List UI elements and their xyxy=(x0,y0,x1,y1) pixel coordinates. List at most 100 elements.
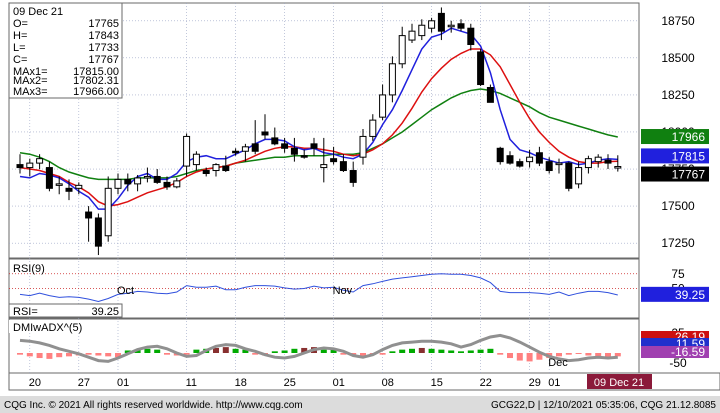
candle-body xyxy=(379,94,387,118)
candle-body xyxy=(45,167,53,189)
dmi-histogram-bar xyxy=(487,348,494,353)
info-high-label: H= xyxy=(13,30,27,42)
rsi-badge xyxy=(641,286,709,302)
candle-body xyxy=(173,180,181,188)
dmi-histogram-bar xyxy=(418,347,425,353)
dmi-histogram-bar xyxy=(477,349,484,353)
footer-status: GCG22,D | 12/10/2021 05:35:06, CQG 21.12… xyxy=(491,400,716,411)
candle-body xyxy=(65,187,73,192)
price-pane-frame xyxy=(8,2,640,259)
dmi-histogram-bar xyxy=(115,353,121,358)
dmi-badge-value: -16.59 xyxy=(671,345,705,359)
date-tick-label: 01 xyxy=(117,377,129,389)
dmi-histogram-bar xyxy=(56,353,63,358)
date-axis: 20 27 01 11 18 25 01 08 15 22 29 01 Oct Nov Dec xyxy=(29,285,568,389)
rsi-tick-label: 75 xyxy=(671,267,685,281)
dmi-histogram-bar xyxy=(399,349,406,353)
candle-body xyxy=(467,27,475,46)
candle-body xyxy=(55,183,63,186)
candle-body xyxy=(26,162,34,169)
dmi-histogram-bar xyxy=(458,351,464,353)
dmi-histogram-bar xyxy=(516,353,523,361)
dmi-histogram-bar xyxy=(213,347,219,353)
candle-body xyxy=(271,137,279,145)
dmi-histogram-bar xyxy=(154,349,161,353)
date-tick-label: 01 xyxy=(333,377,345,389)
dmi-title: DMIwADX^(5) xyxy=(13,322,82,334)
candle-body xyxy=(310,143,318,149)
footer-copyright: CQG Inc. © 2021 All rights reserved worl… xyxy=(4,400,303,411)
candle-body xyxy=(290,147,298,155)
candle-body xyxy=(555,162,563,166)
dmi-histogram-bar xyxy=(595,353,602,357)
candle-body xyxy=(339,161,347,172)
candle-body xyxy=(604,159,612,164)
ma1-line-layer xyxy=(19,27,618,210)
candle-body xyxy=(94,217,102,247)
candle-body xyxy=(594,156,602,163)
dmi-title-main: DMI xyxy=(13,322,33,334)
month-label: Nov xyxy=(333,285,353,297)
candle-body xyxy=(300,155,308,158)
dmi-histogram-bar xyxy=(46,353,53,359)
dmi-histogram-bar xyxy=(379,353,386,355)
candle-body xyxy=(447,24,455,28)
info-low-label: L= xyxy=(13,42,26,54)
dmi-histogram-bar xyxy=(271,351,278,353)
dmi-histogram-bar xyxy=(124,350,131,353)
candle-body xyxy=(75,184,83,189)
dmi-histogram-bar xyxy=(85,353,92,355)
candle-body xyxy=(212,164,220,172)
date-tick-label: 27 xyxy=(78,377,90,389)
candle-body xyxy=(232,150,240,154)
dmi-histogram-bar xyxy=(389,351,396,353)
date-tick-label: 29 xyxy=(529,377,541,389)
rsi-readout-label: RSI= xyxy=(13,306,38,318)
dmi-histogram-bar xyxy=(17,353,23,355)
dmi-histogram-bar xyxy=(507,353,513,359)
candle-body xyxy=(241,146,249,152)
candle-body xyxy=(134,177,142,185)
dmi-histogram-bar xyxy=(409,348,415,353)
dmi-histogram-bar xyxy=(242,349,249,353)
price-tick-label: 18500 xyxy=(661,51,695,65)
dmi-histogram-bar xyxy=(320,349,327,353)
price-badges: 17966 17815 17767 xyxy=(641,129,709,182)
ohlc-info-box: 09 Dec 21 O= 17765 H= 17843 L= 17733 C= … xyxy=(8,2,123,99)
candle-body xyxy=(437,12,445,32)
dmi-histogram-bar xyxy=(26,353,33,357)
price-badge-value: 17815 xyxy=(672,149,706,163)
candle-body xyxy=(526,156,534,163)
candle-body xyxy=(349,170,357,183)
dmi-histogram-bar xyxy=(360,353,366,357)
candle-body xyxy=(477,51,485,86)
candle-body xyxy=(457,23,465,29)
dmi-histogram-bar xyxy=(497,353,504,355)
info-ma3-value: 17966.00 xyxy=(73,86,119,98)
candle-body xyxy=(153,175,161,183)
date-tick-label: 18 xyxy=(235,377,247,389)
candle-body xyxy=(516,161,524,167)
rsi-readout-value: 39.25 xyxy=(91,306,119,318)
candle-body xyxy=(545,161,553,172)
current-date-bg xyxy=(587,374,652,389)
ma2-line xyxy=(19,48,618,207)
dmi-histogram-bar xyxy=(428,348,435,353)
price-badge xyxy=(641,148,709,164)
month-label: Oct xyxy=(117,285,134,297)
rsi-badge-value: 39.25 xyxy=(675,288,705,302)
dmi-title-bg xyxy=(9,320,87,333)
dmi-histogram-bar xyxy=(536,353,543,360)
candle-body xyxy=(408,30,416,41)
dmi-histogram-bar xyxy=(575,353,582,354)
candle-body xyxy=(192,153,200,166)
candle-body xyxy=(85,211,93,219)
dmi-histogram-bar xyxy=(232,348,239,353)
candle-body xyxy=(251,143,259,152)
candle-body xyxy=(261,131,269,136)
price-tick-label: 18750 xyxy=(661,14,695,28)
date-tick-label: 22 xyxy=(480,377,492,389)
price-badge xyxy=(641,166,709,182)
dmi-histogram-bar xyxy=(291,348,298,353)
